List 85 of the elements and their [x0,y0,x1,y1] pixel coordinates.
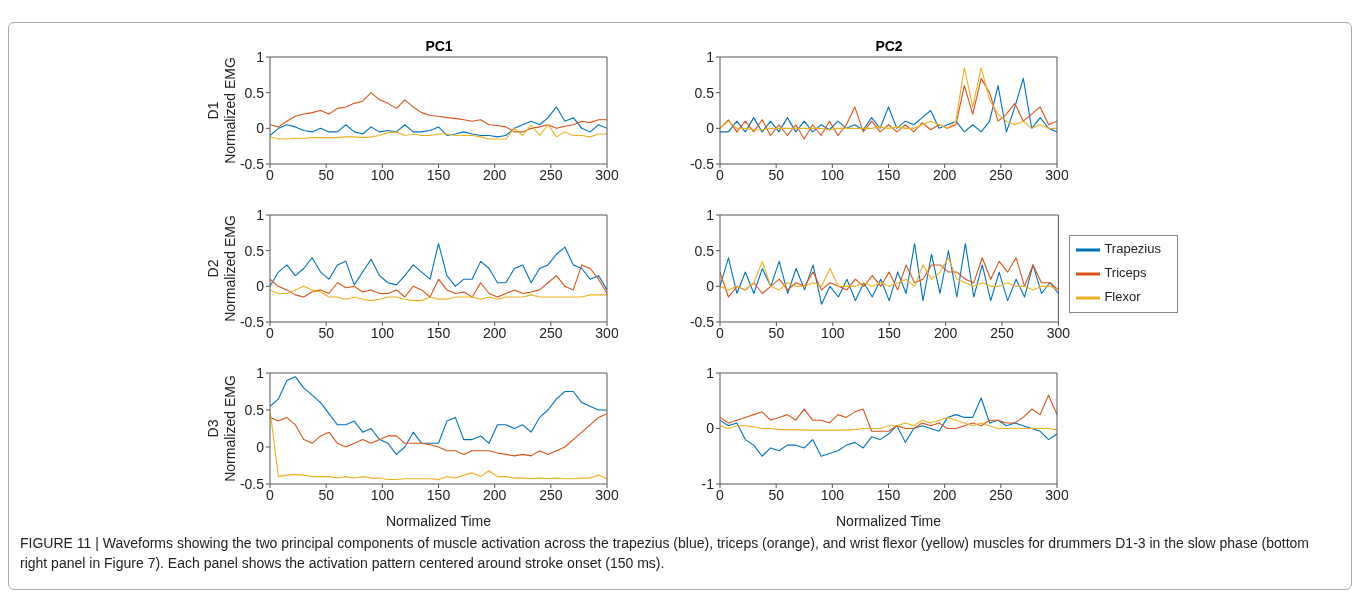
line-series [270,242,607,291]
y-tick-label: -0.5 [239,313,265,330]
y-tick-label: 1 [256,364,265,381]
x-tick-label: 250 [990,324,1014,341]
legend-label: Trapezius [1104,241,1161,257]
y-tick-label: 0.5 [244,242,265,259]
line-series [270,124,607,140]
y-tick-label: 1 [256,206,265,223]
line-series [270,92,607,133]
y-tick-label: 1 [256,48,265,65]
x-tick-label: 200 [932,166,957,183]
x-tick-label: 200 [933,324,958,341]
y-tick-label: -1 [701,475,715,492]
x-tick-label: 300 [595,166,619,183]
x-tick-label: 200 [482,486,507,503]
x-tick-label: 100 [820,486,845,503]
y-tick-label: 0 [706,120,715,137]
x-tick-label: 100 [820,166,845,183]
line-series [720,394,1057,432]
x-tick-label: 50 [318,486,335,503]
y-tick-label: -0.5 [239,155,265,172]
x-axis-title: Normalized Time [385,513,492,529]
caption: FIGURE 11 | Waveforms showing the two principal components of muscle activation across the trapezius (blue), triceps (orange), and wrist flexor (yellow) muscles for drummers D1-3 in the slow phase (bottom right panel in Figure 7). Each panel shows the activation pattern centered around stroke onset (150 ms). [20,534,1311,573]
x-tick-label: 200 [482,324,507,341]
line-series [720,257,1059,291]
y-tick-label: 0 [256,438,265,455]
x-tick-label: 300 [595,486,619,503]
line-series [720,257,1059,298]
y-tick-label: 0 [256,120,265,137]
x-tick-label: 200 [482,166,507,183]
y-tick-label: 0.5 [694,84,715,101]
x-tick-label: 150 [426,324,451,341]
x-tick-label: 300 [1045,486,1069,503]
x-tick-label: 250 [539,486,563,503]
y-tick-label: 0.5 [694,242,715,259]
x-tick-label: 100 [821,324,845,341]
x-tick-label: 300 [595,324,619,341]
line-series [720,397,1057,457]
legend-label: Flexor [1104,289,1141,305]
y-tick-label: -0.5 [689,155,715,172]
y-tick-label: 1 [706,364,715,381]
line-series [270,376,607,455]
x-tick-label: 200 [932,486,957,503]
x-axis-title: Normalized Time [835,513,942,529]
line-series [720,416,1057,431]
y-tick-label: 0 [256,278,265,295]
y-tick-label: 1 [706,48,715,65]
y-axis-title: D2 Normalized EMG [205,215,238,322]
line-series [720,242,1059,305]
line-series [270,106,607,138]
x-tick-label: 300 [1046,324,1071,341]
y-axis-title: D3 Normalized EMG [205,375,238,482]
x-tick-label: 300 [1045,166,1069,183]
line-series [270,264,607,298]
chart-title: PC2 [874,38,904,54]
y-tick-label: 1 [706,206,715,223]
y-tick-label: -0.5 [239,475,265,492]
y-tick-label: 0 [706,420,715,437]
line-series [720,67,1057,131]
line-series [270,285,607,302]
x-tick-label: 50 [768,166,785,183]
x-tick-label: 100 [370,486,395,503]
x-tick-label: 50 [318,166,335,183]
x-tick-label: 150 [426,486,451,503]
y-tick-label: 0.5 [244,401,265,418]
x-tick-label: 250 [539,166,563,183]
x-tick-label: 150 [426,166,451,183]
x-tick-label: 50 [318,324,335,341]
legend-label: Triceps [1104,265,1147,281]
line-series [270,413,607,457]
x-tick-label: 150 [876,486,901,503]
x-tick-label: 150 [876,166,901,183]
x-tick-label: 100 [370,166,395,183]
x-tick-label: 250 [539,324,563,341]
x-tick-label: 250 [989,166,1013,183]
x-tick-label: 150 [877,324,902,341]
chart-title: PC1 [424,38,454,54]
x-tick-label: 50 [768,324,785,341]
y-tick-label: 0 [706,278,715,295]
x-tick-label: 250 [989,486,1013,503]
x-tick-label: 100 [370,324,395,341]
y-tick-label: -0.5 [689,313,715,330]
x-tick-label: 50 [768,486,785,503]
y-axis-title: D1 Normalized EMG [205,57,238,164]
y-tick-label: 0.5 [244,84,265,101]
